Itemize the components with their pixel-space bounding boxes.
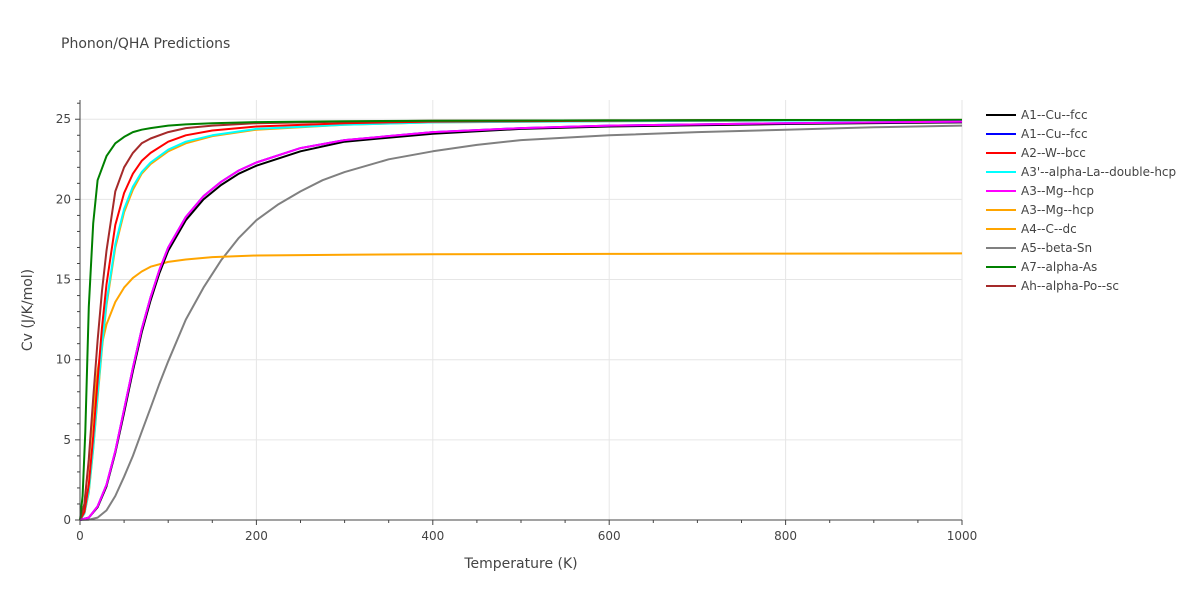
- legend-item-2[interactable]: A1--Cu--fcc: [986, 127, 1088, 141]
- legend-label: A3--Mg--hcp: [1021, 184, 1094, 198]
- y-axis-title: Cv (J/K/mol): [20, 269, 36, 351]
- series-line-3: [79, 119, 962, 521]
- series-line-7: [79, 252, 963, 521]
- x-tick-label: 600: [598, 529, 621, 543]
- y-tick-label: 0: [63, 513, 71, 527]
- legend[interactable]: A1--Cu--fcc A1--Cu--fcc A2--W--bcc A3'--alp…: [986, 108, 1176, 293]
- legend-item-8[interactable]: A5--beta-Sn: [986, 241, 1092, 255]
- series-line-8: [79, 124, 963, 521]
- x-tick-label: 800: [774, 529, 797, 543]
- axes: [79, 100, 962, 521]
- y-tick-label: 10: [56, 353, 71, 367]
- x-tick-label: 200: [245, 529, 268, 543]
- legend-item-3[interactable]: A2--W--bcc: [986, 146, 1086, 160]
- series-line-2: [79, 120, 963, 521]
- legend-item-9[interactable]: A7--alpha-As: [986, 260, 1097, 274]
- y-ticks: 0 5 10 15 20 25: [56, 102, 80, 527]
- x-ticks: 0 200 400 600 800 1000: [76, 520, 977, 543]
- series-line-1: [79, 121, 963, 521]
- series-line-5: [79, 120, 963, 521]
- legend-label: A1--Cu--fcc: [1021, 127, 1088, 141]
- legend-item-7[interactable]: A4--C--dc: [986, 222, 1077, 236]
- x-tick-label: 400: [421, 529, 444, 543]
- legend-item-10[interactable]: Ah--alpha-Po--sc: [986, 279, 1119, 293]
- legend-label: A7--alpha-As: [1021, 260, 1097, 274]
- y-tick-label: 15: [56, 273, 71, 287]
- series-line-4: [79, 119, 963, 521]
- series-line-10: [79, 118, 963, 521]
- grid: [80, 100, 963, 520]
- series-line-6: [79, 119, 963, 521]
- y-tick-label: 25: [56, 112, 71, 126]
- legend-label: Ah--alpha-Po--sc: [1021, 279, 1119, 293]
- x-axis-title: Temperature (K): [463, 556, 577, 572]
- legend-label: A3--Mg--hcp: [1021, 203, 1094, 217]
- legend-label: A3'--alpha-La--double-hcp: [1021, 165, 1176, 179]
- legend-item-1[interactable]: A1--Cu--fcc: [986, 108, 1088, 122]
- series-line-9: [79, 118, 963, 521]
- y-tick-label: 20: [56, 192, 71, 206]
- y-tick-label: 5: [63, 433, 71, 447]
- legend-item-6[interactable]: A3--Mg--hcp: [986, 203, 1094, 217]
- legend-item-4[interactable]: A3'--alpha-La--double-hcp: [986, 165, 1176, 179]
- x-tick-label: 0: [76, 529, 84, 543]
- legend-label: A4--C--dc: [1021, 222, 1077, 236]
- legend-label: A2--W--bcc: [1021, 146, 1086, 160]
- series-layer: [79, 118, 963, 521]
- chart-title: Phonon/QHA Predictions: [61, 36, 231, 52]
- legend-item-5[interactable]: A3--Mg--hcp: [986, 184, 1094, 198]
- legend-label: A5--beta-Sn: [1021, 241, 1092, 255]
- x-tick-label: 1000: [947, 529, 978, 543]
- legend-label: A1--Cu--fcc: [1021, 108, 1088, 122]
